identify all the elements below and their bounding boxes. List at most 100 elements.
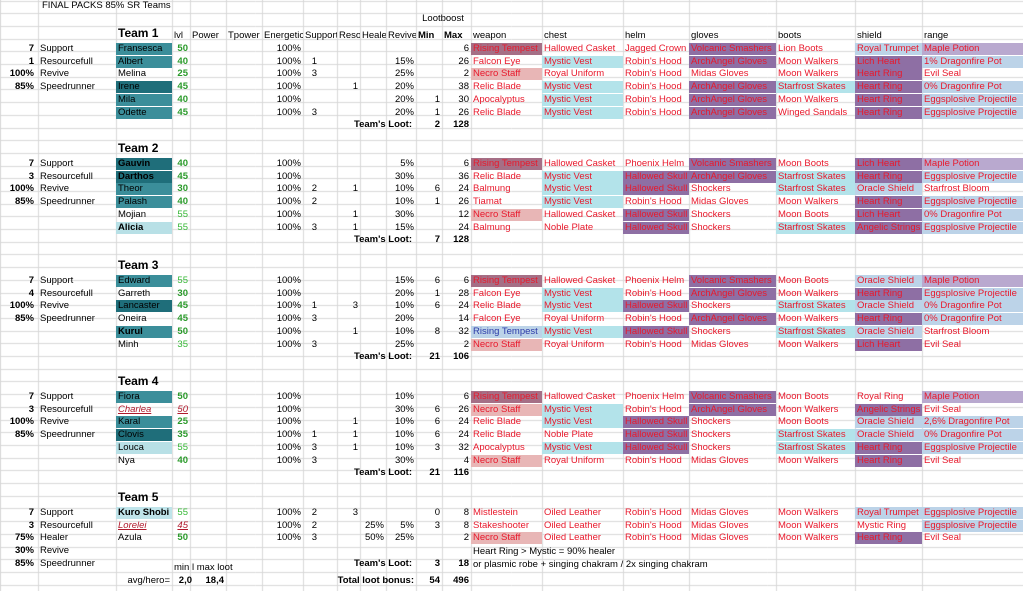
hero-name[interactable]: Mojian	[118, 208, 146, 220]
gear-chest[interactable]: Oiled Leather	[544, 519, 602, 531]
gear-helm[interactable]: Robin's Hood	[625, 68, 682, 80]
gear-weapon[interactable]: Relic Blade	[473, 170, 522, 182]
gear-boots[interactable]: Starfrost Skates	[776, 81, 855, 94]
gear-chest[interactable]: Hallowed Casket	[544, 208, 616, 220]
gear-gloves[interactable]: Shockers	[691, 300, 731, 312]
gear-shield[interactable]: Heart Ring	[855, 81, 922, 94]
gear-shield[interactable]: Oracle Shield	[855, 300, 922, 313]
gear-shield[interactable]: Oracle Shield	[855, 275, 922, 287]
gear-helm[interactable]: Hallowed Skull	[623, 221, 689, 234]
gear-boots[interactable]: Starfrost Skates	[776, 221, 855, 234]
gear-range[interactable]: Eggsplosive Projectile	[922, 221, 1023, 234]
gear-boots[interactable]: Winged Sandals	[778, 106, 848, 118]
gear-boots[interactable]: Starfrost Skates	[776, 429, 855, 442]
gear-shield[interactable]: Lich Heart	[855, 158, 922, 170]
gear-boots[interactable]: Moon Walkers	[778, 454, 839, 466]
gear-range[interactable]: Eggsplosive Projectile	[922, 170, 1023, 183]
hero-name[interactable]: Lancaster	[116, 300, 172, 313]
gear-range[interactable]: Starfrost Bloom	[924, 183, 990, 195]
gear-shield[interactable]: Oracle Shield	[855, 416, 922, 429]
gear-weapon[interactable]: Necro Staff	[471, 454, 542, 467]
gear-helm[interactable]: Robin's Hood	[625, 93, 682, 105]
gear-chest[interactable]: Royal Uniform	[544, 338, 605, 350]
gear-gloves[interactable]: Midas Gloves	[691, 68, 749, 80]
gear-weapon[interactable]: Falcon Eye	[473, 55, 521, 67]
gear-gloves[interactable]: Midas Gloves	[691, 454, 749, 466]
hero-name[interactable]: Melina	[118, 68, 146, 80]
gear-boots[interactable]: Moon Walkers	[778, 68, 839, 80]
gear-helm[interactable]: Robin's Hood	[625, 532, 682, 544]
gear-chest[interactable]: Mystic Vest	[542, 81, 623, 94]
gear-boots[interactable]: Moon Walkers	[778, 507, 839, 518]
hero-name[interactable]: Irene	[116, 81, 172, 94]
gear-boots[interactable]: Moon Walkers	[778, 313, 839, 325]
gear-chest[interactable]: Mystic Vest	[542, 183, 623, 196]
gear-chest[interactable]: Royal Uniform	[544, 454, 605, 466]
gear-range[interactable]: Maple Potion	[922, 275, 1023, 287]
gear-weapon[interactable]: Rising Tempest	[471, 43, 542, 55]
gear-gloves[interactable]: Volcanic Smashers	[689, 43, 776, 55]
gear-weapon[interactable]: Necro Staff	[471, 208, 542, 221]
gear-chest[interactable]: Mystic Vest	[542, 170, 623, 183]
gear-range[interactable]: Maple Potion	[922, 43, 1023, 55]
gear-chest[interactable]: Mystic Vest	[542, 287, 623, 300]
hero-name[interactable]: Nya	[118, 454, 135, 466]
gear-gloves[interactable]: ArchAngel Gloves	[689, 93, 776, 106]
hero-name[interactable]: Theor	[116, 183, 172, 196]
gear-gloves[interactable]: ArchAngel Gloves	[689, 403, 776, 416]
gear-gloves[interactable]: ArchAngel Gloves	[689, 55, 776, 68]
gear-gloves[interactable]: Shockers	[691, 183, 731, 195]
gear-gloves[interactable]: Shockers	[691, 416, 731, 428]
gear-range[interactable]: 2,6% Dragonfire Pot	[922, 416, 1023, 429]
gear-weapon[interactable]: Rising Tempest	[471, 325, 542, 338]
hero-name[interactable]: Gauvin	[116, 158, 172, 170]
gear-weapon[interactable]: Relic Blade	[473, 81, 522, 93]
gear-chest[interactable]: Mystic Vest	[542, 403, 623, 416]
gear-boots[interactable]: Moon Walkers	[778, 519, 839, 531]
gear-shield[interactable]: Mystic Ring	[857, 519, 907, 531]
gear-boots[interactable]: Starfrost Skates	[776, 183, 855, 196]
gear-shield[interactable]: Heart Ring	[855, 313, 922, 326]
gear-chest[interactable]: Mystic Vest	[542, 416, 623, 429]
gear-boots[interactable]: Starfrost Skates	[776, 300, 855, 313]
gear-chest[interactable]: Mystic Vest	[542, 93, 623, 106]
gear-range[interactable]: 0% Dragonfire Pot	[922, 300, 1023, 313]
gear-range[interactable]: Evil Seal	[924, 68, 961, 80]
gear-weapon[interactable]: Apocalyptus	[473, 441, 525, 453]
gear-chest[interactable]: Mystic Vest	[542, 55, 623, 68]
gear-boots[interactable]: Moon Walkers	[778, 403, 839, 415]
gear-range[interactable]: Eggsplosive Projectile	[922, 441, 1023, 454]
gear-boots[interactable]: Moon Walkers	[778, 196, 839, 208]
gear-weapon[interactable]: Falcon Eye	[473, 313, 521, 325]
gear-shield[interactable]: Heart Ring	[855, 93, 922, 106]
gear-range[interactable]: Evil Seal	[924, 532, 961, 544]
hero-name[interactable]: Darthos	[116, 170, 172, 183]
gear-range[interactable]: Evil Seal	[924, 338, 961, 350]
gear-chest[interactable]: Hallowed Casket	[544, 391, 616, 402]
hero-name[interactable]: Mila	[116, 93, 172, 106]
gear-gloves[interactable]: ArchAngel Gloves	[689, 106, 776, 119]
gear-boots[interactable]: Moon Walkers	[778, 532, 839, 544]
gear-gloves[interactable]: Shockers	[691, 208, 731, 220]
gear-chest[interactable]: Mystic Vest	[542, 196, 623, 209]
gear-helm[interactable]: Robin's Hood	[625, 313, 682, 325]
gear-gloves[interactable]: Volcanic Smashers	[689, 391, 776, 403]
gear-helm[interactable]: Hallowed Skull	[623, 183, 689, 196]
gear-helm[interactable]: Robin's Hood	[625, 196, 682, 208]
gear-range[interactable]: Maple Potion	[922, 158, 1023, 170]
gear-shield[interactable]: Lich Heart	[855, 55, 922, 68]
gear-boots[interactable]: Lion Boots	[778, 43, 823, 54]
gear-shield[interactable]: Heart Ring	[855, 532, 922, 545]
gear-boots[interactable]: Starfrost Skates	[776, 325, 855, 338]
hero-name[interactable]: Albert	[116, 55, 172, 68]
gear-weapon[interactable]: Rising Tempest	[471, 391, 542, 403]
gear-range[interactable]: 0% Dragonfire Pot	[922, 208, 1023, 221]
gear-chest[interactable]: Royal Uniform	[544, 313, 605, 325]
hero-name[interactable]: Kuro Shobi	[116, 507, 172, 519]
gear-shield[interactable]: Royal Ring	[857, 391, 904, 402]
hero-name[interactable]: Azula	[118, 532, 142, 544]
hero-name[interactable]: Palash	[116, 196, 172, 209]
gear-gloves[interactable]: ArchAngel Gloves	[689, 313, 776, 326]
gear-range[interactable]: Maple Potion	[922, 391, 1023, 403]
